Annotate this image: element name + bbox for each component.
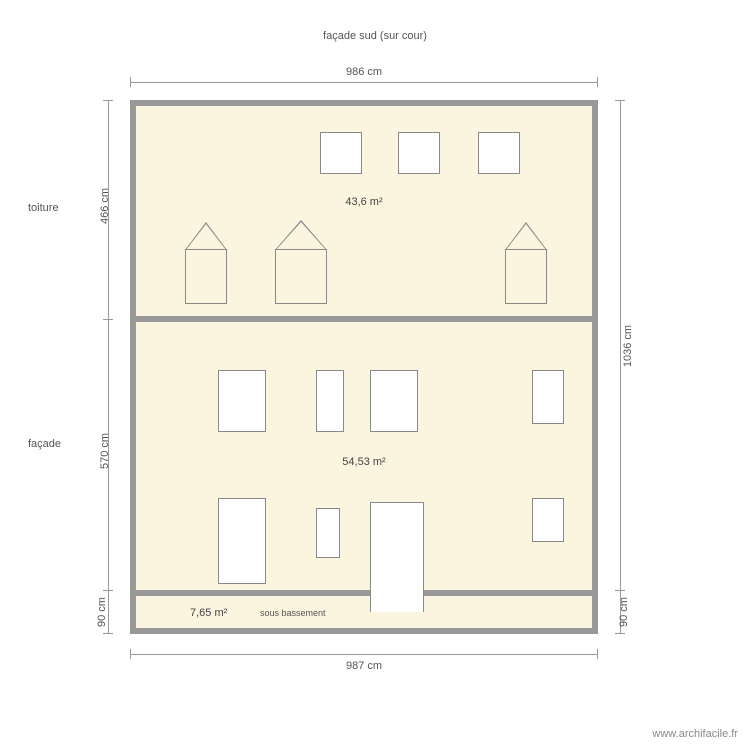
dim-line bbox=[130, 82, 598, 83]
dim-tick bbox=[103, 100, 113, 101]
area-facade: 54,53 m² bbox=[130, 456, 598, 468]
roof-window bbox=[320, 132, 362, 174]
dim-line bbox=[620, 100, 621, 634]
facade-window bbox=[316, 508, 340, 558]
facade-window bbox=[370, 370, 418, 432]
facade-door bbox=[218, 498, 266, 584]
facade-window bbox=[532, 370, 564, 424]
dim-bottom: 987 cm bbox=[130, 660, 598, 672]
area-base: 7,65 m² bbox=[190, 607, 227, 619]
label-sous-bassement: sous bassement bbox=[260, 608, 326, 618]
roof-window bbox=[398, 132, 440, 174]
dim-tick bbox=[597, 77, 598, 87]
facade-window bbox=[532, 498, 564, 542]
drawing-area: 43,6 m² 54,53 m² 7,65 m² sous bassement bbox=[130, 100, 598, 634]
dim-right-base: 90 cm bbox=[618, 592, 630, 632]
dim-tick bbox=[130, 649, 131, 659]
dim-tick bbox=[103, 319, 113, 320]
dim-tick bbox=[597, 649, 598, 659]
dim-left-toiture: 466 cm bbox=[99, 181, 111, 231]
dim-top: 986 cm bbox=[130, 66, 598, 78]
roof-window bbox=[478, 132, 520, 174]
dim-right-total: 1036 cm bbox=[622, 316, 634, 376]
label-facade: façade bbox=[28, 438, 61, 450]
dim-left-facade: 570 cm bbox=[99, 426, 111, 476]
dim-left-base: 90 cm bbox=[96, 592, 108, 632]
dim-tick bbox=[103, 590, 113, 591]
facade-door bbox=[370, 502, 424, 612]
dim-tick bbox=[615, 590, 625, 591]
label-toiture: toiture bbox=[28, 202, 59, 214]
dim-tick bbox=[103, 633, 113, 634]
dim-line bbox=[130, 654, 598, 655]
page-title: façade sud (sur cour) bbox=[0, 30, 750, 42]
dim-tick bbox=[130, 77, 131, 87]
facade-window bbox=[316, 370, 344, 432]
dim-tick bbox=[615, 100, 625, 101]
facade-window bbox=[218, 370, 266, 432]
area-toiture: 43,6 m² bbox=[130, 196, 598, 208]
dim-tick bbox=[615, 633, 625, 634]
watermark: www.archifacile.fr bbox=[652, 728, 738, 740]
